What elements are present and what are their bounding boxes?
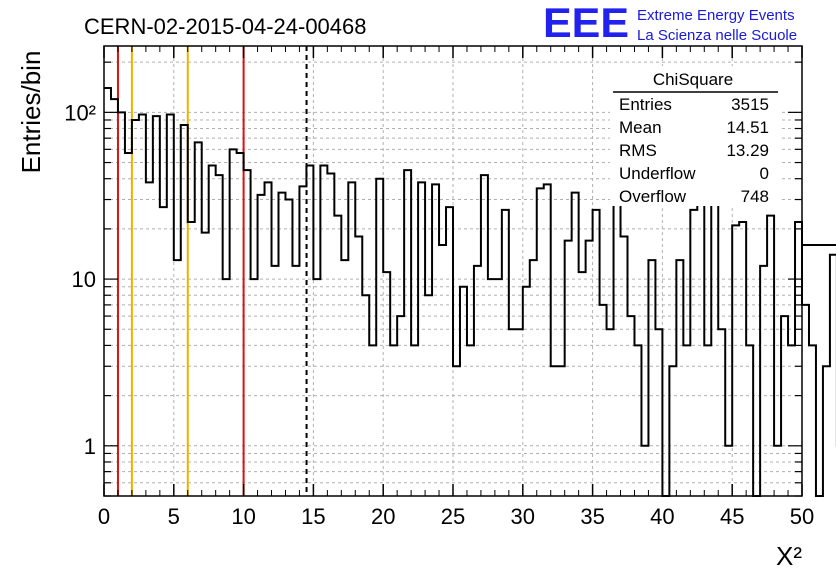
x-tick-label: 20 (371, 504, 395, 529)
stats-label-overflow: Overflow (619, 187, 687, 206)
stats-value-overflow: 748 (741, 187, 769, 206)
logo-line-1: Extreme Energy Events (637, 7, 795, 24)
stats-value-entries: 3515 (731, 95, 769, 114)
stats-value-underflow: 0 (760, 164, 769, 183)
stats-label-mean: Mean (619, 118, 662, 137)
stats-label-underflow: Underflow (619, 164, 696, 183)
y-tick-label: 10² (64, 100, 96, 125)
x-tick-label: 10 (231, 504, 255, 529)
x-tick-label: 35 (580, 504, 604, 529)
stats-label-rms: RMS (619, 141, 657, 160)
logo-line-2: La Scienza nelle Scuole (637, 27, 797, 44)
x-tick-label: 50 (790, 504, 814, 529)
histogram-series (104, 86, 836, 497)
x-tick-label: 40 (650, 504, 674, 529)
stats-title: ChiSquare (653, 70, 733, 89)
axis-ticks: 0 5 10 15 20 25 30 35 40 45 50 1 10 10² (64, 46, 814, 529)
y-tick-label: 1 (84, 434, 96, 459)
reference-lines (116, 46, 308, 496)
x-tick-label: 5 (168, 504, 180, 529)
stats-box: ChiSquare Entries 3515 Mean 14.51 RMS 13… (610, 66, 780, 206)
stats-label-entries: Entries (619, 95, 672, 114)
stats-box-background (610, 66, 780, 206)
x-tick-label: 25 (441, 504, 465, 529)
x-tick-label: 30 (511, 504, 535, 529)
x-axis-title: X² (776, 541, 802, 571)
x-tick-label: 15 (301, 504, 325, 529)
stats-value-mean: 14.51 (726, 118, 769, 137)
x-tick-label: 45 (720, 504, 744, 529)
eee-logo: EEE (543, 0, 629, 46)
y-axis-title: Entries/bin (16, 51, 46, 174)
run-title: CERN-02-2015-04-24-00468 (84, 14, 367, 39)
stats-value-rms: 13.29 (726, 141, 769, 160)
y-tick-label: 10 (72, 267, 96, 292)
x-tick-label: 0 (98, 504, 110, 529)
